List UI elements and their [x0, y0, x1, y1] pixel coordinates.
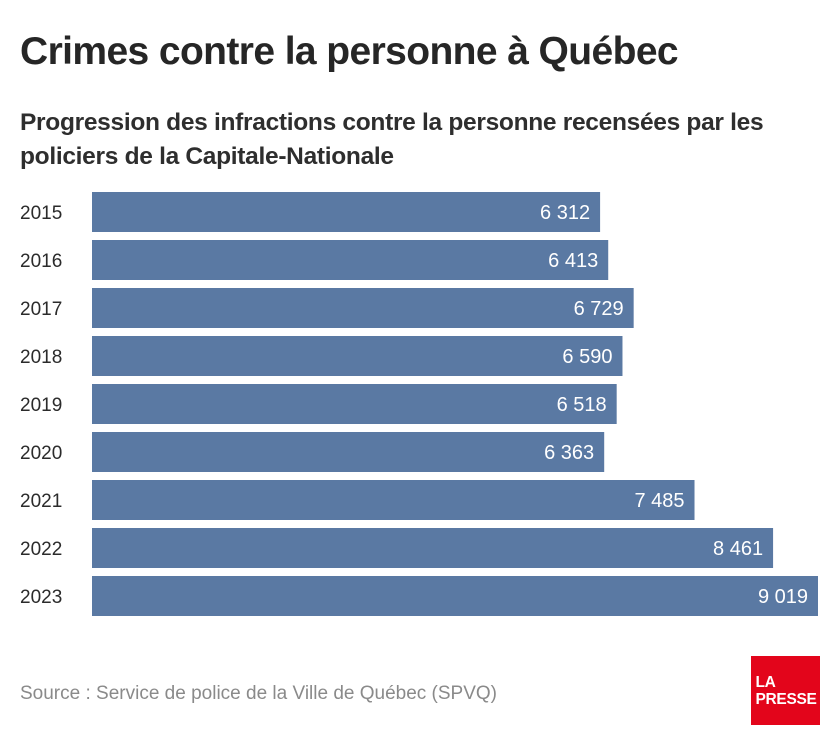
value-label-2019: 6 518 — [557, 394, 607, 416]
category-label-2023: 2023 — [20, 587, 62, 608]
bar-2016 — [92, 240, 609, 280]
value-label-2021: 7 485 — [634, 490, 684, 512]
logo-line-1: LA — [755, 673, 776, 691]
category-label-2017: 2017 — [20, 299, 62, 320]
bar-2020 — [92, 432, 605, 472]
bar-2021 — [92, 480, 695, 520]
category-label-2015: 2015 — [20, 203, 62, 224]
bar-2018 — [92, 336, 623, 376]
chart-title: Crimes contre la personne à Québec — [20, 30, 679, 73]
category-label-2018: 2018 — [20, 347, 62, 368]
bar-2019 — [92, 384, 617, 424]
source-note: Source : Service de police de la Ville d… — [20, 683, 498, 704]
category-label-2021: 2021 — [20, 491, 62, 512]
category-label-2022: 2022 — [20, 539, 62, 560]
bar-2023 — [92, 576, 818, 616]
value-label-2018: 6 590 — [562, 346, 612, 368]
bar-chart: 2015 6 312 2016 6 413 2017 6 729 2018 6 590 2019… — [20, 192, 818, 616]
bar-2015 — [92, 192, 601, 232]
bar-2017 — [92, 288, 634, 328]
value-label-2020: 6 363 — [544, 442, 594, 464]
value-label-2015: 6 312 — [540, 202, 590, 224]
category-label-2020: 2020 — [20, 443, 62, 464]
la-presse-logo: LA PRESSE — [751, 656, 820, 725]
chart-subtitle: Progression des infractions contre la pe… — [20, 109, 764, 170]
category-label-2019: 2019 — [20, 395, 62, 416]
logo-line-2: PRESSE — [755, 690, 817, 708]
bar-2022 — [92, 528, 774, 568]
value-label-2017: 6 729 — [574, 298, 624, 320]
value-label-2023: 9 019 — [758, 586, 808, 608]
value-label-2022: 8 461 — [713, 538, 763, 560]
value-label-2016: 6 413 — [548, 250, 598, 272]
category-label-2016: 2016 — [20, 251, 62, 272]
